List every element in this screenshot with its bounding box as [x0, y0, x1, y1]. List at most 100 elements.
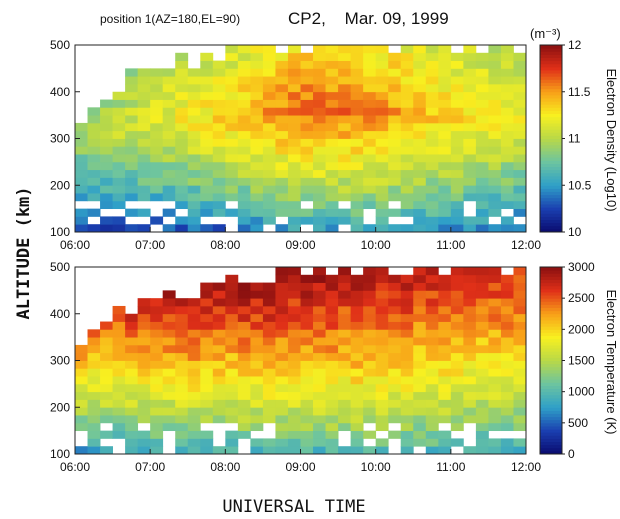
heatmap-cell: [425, 407, 439, 416]
heatmap-cell: [313, 146, 326, 155]
heatmap-cell: [475, 99, 489, 108]
heatmap-cell: [450, 267, 464, 276]
heatmap-cell: [425, 282, 439, 291]
heatmap-cell: [112, 376, 126, 385]
heatmap-cell: [275, 122, 289, 132]
heatmap-cell: [225, 154, 239, 163]
heatmap-cell: [338, 383, 352, 393]
heatmap-cell: [237, 298, 251, 307]
heatmap-cell: [375, 115, 389, 124]
heatmap-cell: [325, 313, 339, 322]
colorbar-segment: [540, 225, 562, 230]
heatmap-cell: [300, 83, 314, 93]
heatmap-cell: [212, 138, 226, 147]
heatmap-cell: [275, 185, 289, 194]
heatmap-cell: [212, 193, 226, 202]
heatmap-cell: [500, 115, 514, 124]
heatmap-cell: [313, 352, 326, 361]
heatmap-cell: [175, 407, 189, 416]
heatmap-cell: [187, 154, 201, 163]
heatmap-cell: [200, 122, 214, 132]
heatmap-cell: [513, 321, 527, 330]
heatmap-cell: [137, 391, 151, 400]
heatmap-cell: [463, 274, 477, 283]
heatmap-cell: [475, 446, 489, 455]
heatmap-cell: [400, 360, 414, 369]
heatmap-cell: [162, 298, 176, 307]
heatmap-cell: [200, 383, 214, 393]
y-tick-label: 500: [50, 260, 70, 274]
heatmap-cell: [262, 169, 276, 178]
heatmap-cell: [338, 45, 352, 54]
heatmap-cell: [225, 115, 239, 124]
heatmap-cell: [425, 305, 439, 315]
colorbar-segment: [540, 388, 562, 393]
heatmap-cell: [513, 169, 527, 178]
heatmap-cell: [313, 130, 326, 139]
heatmap-cell: [500, 76, 514, 85]
heatmap-cell: [250, 161, 264, 171]
heatmap-cell: [400, 282, 414, 291]
heatmap-cell: [112, 185, 126, 194]
heatmap-cell: [500, 321, 514, 330]
heatmap-cell: [75, 169, 88, 178]
heatmap-cell: [325, 321, 339, 330]
heatmap-cell: [313, 200, 326, 210]
heatmap-cell: [338, 177, 352, 186]
heatmap-cell: [100, 329, 113, 338]
heatmap-cell: [250, 138, 264, 147]
heatmap-cell: [425, 91, 439, 100]
heatmap-cell: [513, 313, 527, 322]
heatmap-cell: [413, 376, 427, 385]
heatmap-cell: [137, 193, 151, 202]
heatmap-cell: [400, 208, 414, 217]
heatmap-cell: [500, 415, 514, 424]
heatmap-cell: [225, 391, 239, 400]
heatmap-cell: [450, 290, 464, 299]
heatmap-cell: [375, 391, 389, 400]
heatmap-cell: [500, 422, 514, 432]
colorbar-segment: [540, 135, 562, 139]
heatmap-cell: [450, 60, 464, 69]
heatmap-cell: [250, 200, 264, 210]
heatmap-cell: [225, 430, 239, 439]
heatmap-cell: [162, 138, 176, 147]
heatmap-cell: [438, 60, 452, 69]
heatmap-cell: [125, 321, 139, 330]
heatmap-cell: [338, 282, 352, 291]
heatmap-cell: [112, 146, 126, 155]
heatmap-cell: [463, 415, 477, 424]
heatmap-cell: [287, 193, 301, 202]
x-tick-label: 09:00: [285, 238, 315, 252]
heatmap-cell: [175, 169, 189, 178]
heatmap-cell: [187, 383, 201, 393]
heatmap-cell: [438, 438, 452, 447]
heatmap-cell: [137, 91, 151, 100]
heatmap-cell: [162, 329, 176, 338]
heatmap-cell: [513, 267, 527, 276]
heatmap-cell: [375, 415, 389, 424]
heatmap-cell: [112, 422, 126, 432]
heatmap-cell: [500, 438, 514, 447]
heatmap-cell: [250, 422, 264, 432]
heatmap-cell: [350, 169, 364, 178]
heatmap-cell: [250, 329, 264, 338]
heatmap-cell: [262, 208, 276, 217]
heatmap-cell: [75, 193, 88, 202]
heatmap-cell: [87, 115, 101, 124]
colorbar-segment: [540, 298, 562, 302]
heatmap-cell: [262, 161, 276, 171]
heatmap-cell: [425, 130, 439, 139]
colorbar-segment: [540, 267, 562, 271]
heatmap-cell: [275, 68, 289, 77]
heatmap-cell: [237, 45, 251, 54]
heatmap-cell: [488, 154, 502, 163]
heatmap-cell: [513, 76, 527, 85]
heatmap-cell: [450, 313, 464, 322]
heatmap-cell: [100, 193, 113, 202]
heatmap-cell: [375, 45, 389, 54]
heatmap-cell: [125, 360, 139, 369]
heatmap-cell: [175, 368, 189, 377]
heatmap-cell: [300, 391, 314, 400]
heatmap-cell: [488, 438, 502, 447]
